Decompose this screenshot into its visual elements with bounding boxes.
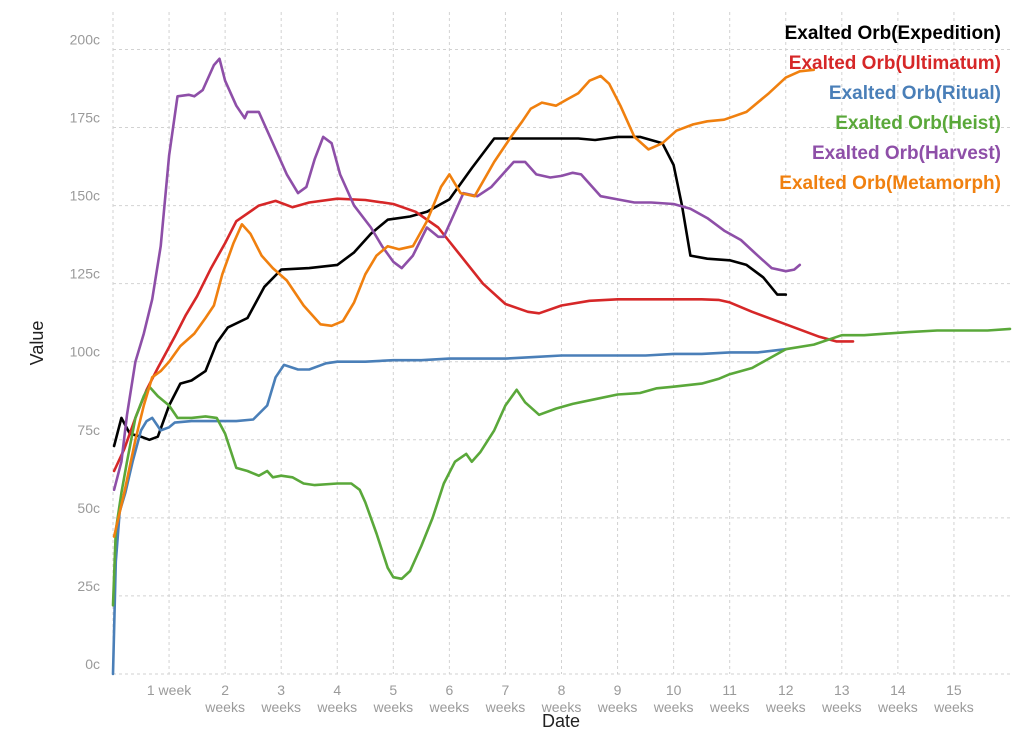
y-axis-title: Value [27,321,47,366]
x-tick-label: 14 [890,682,906,698]
series-lines [111,57,1012,676]
y-tick-label: 150c [70,188,100,204]
y-tick-label: 0c [85,656,100,672]
legend-entry: Exalted Orb(Expedition) [785,23,1001,44]
x-tick-label: 2 [221,682,229,698]
y-tick-label: 200c [70,31,100,47]
x-tick-label: 3 [277,682,285,698]
x-tick-label: 11 [722,682,737,698]
x-tick-label-unit: weeks [933,699,974,715]
legend-entry: Exalted Orb(Ultimatum) [789,53,1001,74]
series-line-3 [111,347,788,676]
y-tick-label: 75c [77,422,100,438]
x-tick-label-unit: weeks [260,699,301,715]
x-tick-label: 7 [502,682,510,698]
y-tick-label: 100c [70,344,100,360]
x-tick-label-unit: weeks [485,699,526,715]
x-tick-label: 1 week [147,682,192,698]
x-tick-label-unit: weeks [821,699,862,715]
x-tick-label: 6 [445,682,453,698]
y-tick-label: 125c [70,266,100,282]
series-line-6 [112,68,816,538]
series-line-1 [112,135,788,448]
x-tick-label-unit: weeks [541,699,582,715]
x-tick-label-unit: weeks [653,699,694,715]
x-tick-label: 8 [558,682,566,698]
x-tick-label: 9 [614,682,622,698]
y-axis-ticks: 0c 25c 50c 75c 100c 125c 150c 175c 200c [70,31,100,672]
legend-entry: Exalted Orb(Heist) [835,113,1001,134]
y-tick-label: 175c [70,110,100,126]
y-tick-label: 25c [77,578,100,594]
x-tick-label-unit: weeks [877,699,918,715]
x-tick-label-unit: weeks [204,699,245,715]
x-tick-label: 4 [333,682,341,698]
x-tick-label-unit: weeks [429,699,470,715]
y-tick-label: 50c [77,500,100,516]
legend: Exalted Orb(Expedition) Exalted Orb(Ultim… [779,23,1001,194]
legend-entry: Exalted Orb(Harvest) [812,143,1001,164]
x-tick-label: 15 [946,682,962,698]
x-tick-label: 12 [778,682,794,698]
x-tick-label: 5 [389,682,397,698]
x-tick-label-unit: weeks [372,699,413,715]
series-line-5 [112,57,802,492]
x-axis-title: Date [542,711,580,731]
x-tick-label-unit: weeks [316,699,357,715]
x-tick-label-unit: weeks [597,699,638,715]
x-tick-label-unit: weeks [709,699,750,715]
series-line-4 [111,327,1012,607]
legend-entry: Exalted Orb(Metamorph) [779,173,1001,194]
x-axis-ticks: 1 week 2weeks3weeks4weeks5weeks6weeks7wee… [147,682,974,715]
x-tick-label-unit: weeks [765,699,806,715]
x-tick-label: 10 [666,682,682,698]
legend-entry: Exalted Orb(Ritual) [829,83,1001,104]
gridlines [112,12,1010,675]
x-tick-label: 13 [834,682,850,698]
